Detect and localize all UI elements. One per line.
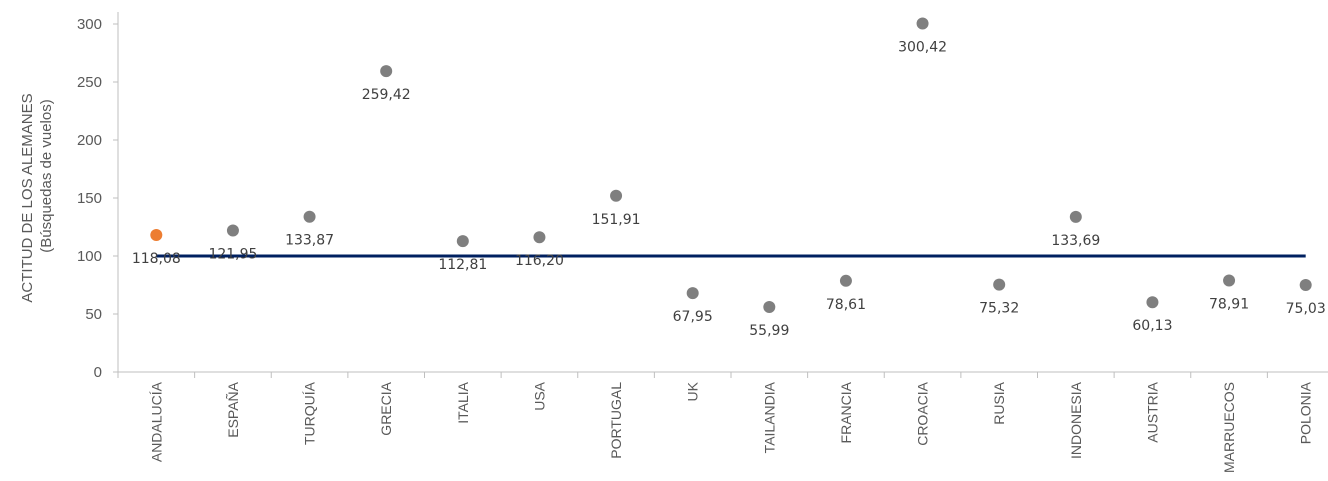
data-label: 75,03	[1286, 301, 1326, 317]
data-label: 133,87	[285, 233, 334, 249]
x-category-label: MARRUECOS	[1221, 382, 1237, 473]
data-point	[1069, 210, 1082, 223]
x-category-label: GRECIA	[378, 381, 394, 435]
x-category-label: ESPAÑA	[225, 381, 241, 437]
data-point	[610, 189, 623, 202]
data-point	[686, 287, 699, 300]
data-point	[1223, 274, 1236, 287]
data-point	[533, 231, 546, 244]
data-label: 55,99	[749, 323, 789, 339]
data-point	[993, 278, 1006, 291]
y-ticks: 0 50 100 150 200 250 300	[77, 16, 118, 381]
y-tick-label: 100	[77, 248, 102, 265]
x-category-label: FRANCIA	[838, 381, 854, 443]
y-tick-label: 200	[77, 132, 102, 149]
data-point	[763, 301, 776, 314]
y-tick-label: 150	[77, 190, 102, 207]
data-point	[150, 229, 163, 242]
x-category-label: USA	[531, 381, 547, 410]
x-category-label: RUSIA	[991, 381, 1007, 424]
x-category-label: UK	[685, 381, 701, 401]
x-category-label: PORTUGAL	[608, 382, 624, 459]
x-categories: ANDALUCÍA ESPAÑA TURQUÍA GRECIA ITALIA USA POR…	[117, 372, 1314, 473]
data-point	[1299, 278, 1312, 291]
data-label: 112,81	[438, 257, 487, 273]
data-points	[150, 17, 1312, 314]
data-label: 78,91	[1209, 296, 1249, 312]
data-point	[839, 274, 852, 287]
x-category-label: ANDALUCÍA	[148, 381, 164, 462]
x-category-label: CROACIA	[915, 381, 931, 445]
x-category-label: ITALIA	[455, 381, 471, 423]
data-label: 78,61	[826, 297, 866, 313]
data-label: 116,20	[515, 253, 564, 269]
data-label: 75,32	[979, 301, 1019, 317]
data-label: 60,13	[1132, 318, 1172, 334]
data-label: 118,08	[132, 251, 181, 267]
data-point	[303, 210, 316, 223]
data-label: 121,95	[208, 247, 257, 263]
y-tick-label: 50	[85, 306, 102, 323]
data-point	[226, 224, 239, 237]
y-tick-label: 0	[94, 364, 102, 381]
data-label: 259,42	[362, 87, 411, 103]
data-point	[916, 17, 929, 30]
data-labels: 118,08 121,95 133,87 259,42 112,81 116,20 151,…	[132, 40, 1326, 340]
data-label: 300,42	[898, 40, 947, 56]
data-label: 133,69	[1051, 233, 1100, 249]
data-point	[1146, 296, 1159, 309]
data-point	[456, 235, 469, 248]
data-label: 151,91	[592, 212, 641, 228]
data-point	[380, 65, 393, 78]
y-tick-label: 300	[77, 16, 102, 33]
data-label: 67,95	[673, 309, 713, 325]
x-category-label: INDONESIA	[1068, 381, 1084, 459]
x-category-label: AUSTRIA	[1144, 381, 1160, 442]
x-category-label: TURQUÍA	[302, 381, 318, 445]
y-axis-title: ACTITUD DE LOS ALEMANES	[19, 93, 36, 302]
y-tick-label: 250	[77, 74, 102, 91]
y-axis-subtitle: (Búsquedas de vuelos)	[38, 99, 55, 252]
x-category-label: TAILANDIA	[761, 381, 777, 453]
x-category-label: POLONIA	[1298, 381, 1314, 444]
